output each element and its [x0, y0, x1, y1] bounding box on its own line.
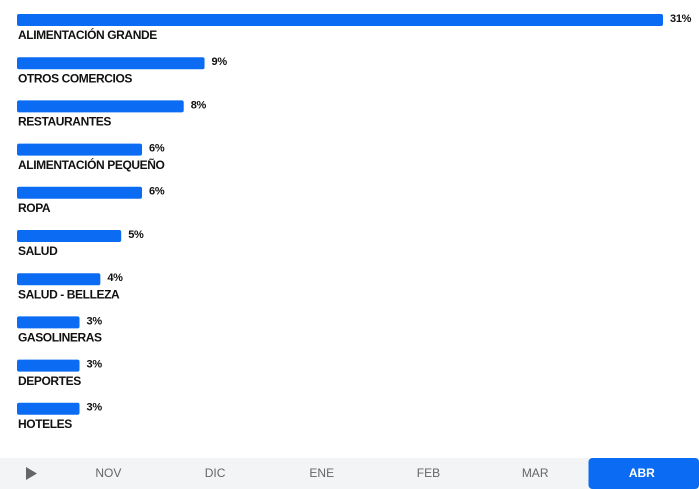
category-label: ALIMENTACIÓN PEQUEÑO	[18, 157, 165, 172]
month[interactable]: ENE	[309, 466, 334, 480]
play-button[interactable]	[26, 467, 37, 480]
month[interactable]: MAR	[522, 466, 549, 480]
value-label: 6%	[149, 186, 165, 198]
category-label: OTROS COMERCIOS	[18, 71, 132, 85]
bar	[17, 230, 122, 242]
category-label: SALUD - BELLEZA	[18, 287, 120, 301]
category-label: HOTELES	[18, 417, 72, 431]
month-selected[interactable]: ABR	[629, 466, 655, 480]
category-label: ALIMENTACIÓN GRANDE	[18, 27, 157, 42]
value-label: 5%	[128, 229, 144, 241]
month[interactable]: NOV	[95, 466, 121, 480]
value-label: 3%	[87, 402, 103, 414]
bar	[17, 57, 205, 70]
bar	[17, 316, 80, 329]
timeline-bar	[0, 458, 699, 489]
bar	[17, 14, 663, 26]
category-label: DEPORTES	[18, 374, 81, 388]
bar	[17, 186, 143, 199]
category-label: GASOLINERAS	[18, 331, 102, 345]
month[interactable]: DIC	[205, 466, 226, 480]
value-label: 9%	[212, 56, 228, 68]
value-label: 8%	[191, 99, 207, 111]
bar	[17, 143, 143, 156]
bar	[17, 359, 80, 372]
bar	[17, 100, 184, 113]
category-label: SALUD	[18, 244, 58, 258]
month[interactable]: FEB	[417, 466, 440, 480]
bar	[17, 402, 80, 415]
value-label: 3%	[87, 359, 103, 371]
value-label: 31%	[670, 13, 692, 25]
selected-month-bg	[588, 458, 699, 489]
bar	[17, 273, 101, 286]
category-label: ROPA	[18, 201, 51, 215]
value-label: 4%	[107, 272, 123, 284]
category-label: RESTAURANTES	[18, 115, 111, 129]
value-label: 3%	[87, 315, 103, 327]
value-label: 6%	[149, 143, 165, 155]
